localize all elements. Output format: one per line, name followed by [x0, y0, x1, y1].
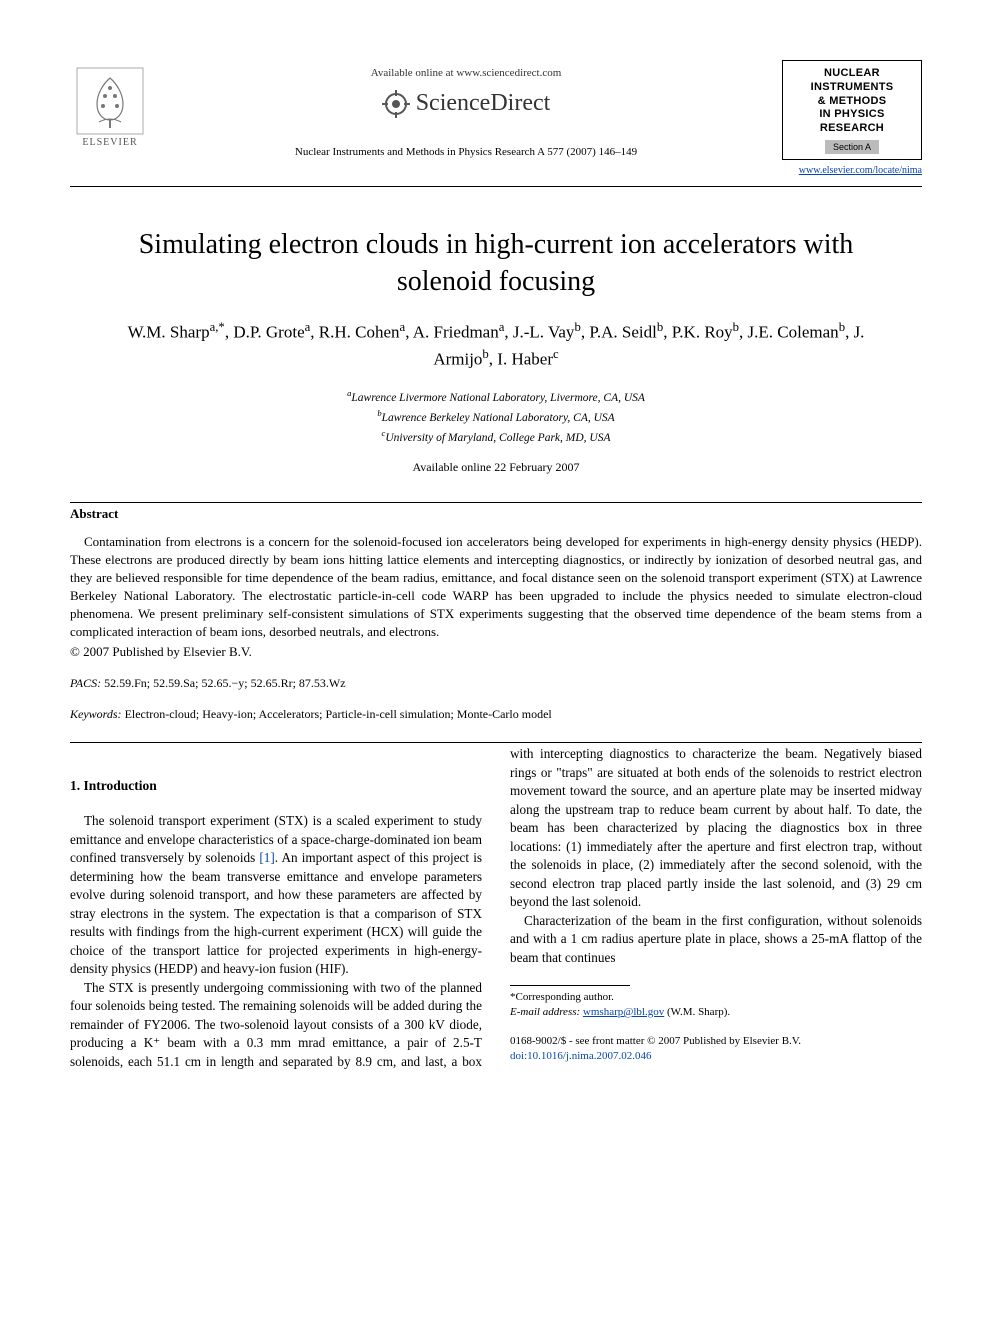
- abstract-copyright: © 2007 Published by Elsevier B.V.: [70, 643, 922, 661]
- keywords-value: Electron-cloud; Heavy-ion; Accelerators;…: [125, 707, 552, 721]
- p1-text-b: . An important aspect of this project is…: [70, 850, 482, 976]
- footnotes: *Corresponding author. E-mail address: w…: [510, 990, 922, 1020]
- article-title: Simulating electron clouds in high-curre…: [110, 227, 882, 300]
- section-1-heading: 1. Introduction: [70, 777, 482, 796]
- journal-box-line: & METHODS: [818, 95, 887, 107]
- journal-box-line: INSTRUMENTS: [811, 81, 894, 93]
- pacs-line: PACS: 52.59.Fn; 52.59.Sa; 52.65.−y; 52.6…: [70, 675, 922, 692]
- pacs-label: PACS:: [70, 676, 101, 690]
- corresponding-author-note: *Corresponding author.: [510, 990, 922, 1005]
- corresponding-email-link[interactable]: wmsharp@lbl.gov: [583, 1006, 664, 1018]
- body-paragraph-1: The solenoid transport experiment (STX) …: [70, 812, 482, 978]
- keywords-label: Keywords:: [70, 707, 122, 721]
- elsevier-label: ELSEVIER: [82, 136, 137, 150]
- email-line: E-mail address: wmsharp@lbl.gov (W.M. Sh…: [510, 1005, 922, 1020]
- journal-title-box: NUCLEAR INSTRUMENTS & METHODS IN PHYSICS…: [782, 60, 922, 160]
- author-list: W.M. Sharpa,*, D.P. Grotea, R.H. Cohena,…: [100, 318, 892, 373]
- footer-block: 0168-9002/$ - see front matter © 2007 Pu…: [510, 1034, 922, 1064]
- keywords-line: Keywords: Electron-cloud; Heavy-ion; Acc…: [70, 706, 922, 723]
- email-label: E-mail address:: [510, 1006, 580, 1018]
- journal-box-line: RESEARCH: [820, 122, 884, 134]
- journal-homepage-link[interactable]: www.elsevier.com/locate/nima: [799, 164, 922, 178]
- available-online-date: Available online 22 February 2007: [70, 459, 922, 476]
- abstract-top-rule: [70, 502, 922, 503]
- sciencedirect-icon: [382, 90, 410, 118]
- elsevier-tree-icon: [75, 66, 145, 136]
- affiliation-c: University of Maryland, College Park, MD…: [385, 432, 610, 444]
- body-paragraph-3: Characterization of the beam in the firs…: [510, 912, 922, 967]
- footnote-rule: [510, 985, 630, 986]
- abstract-bottom-rule: [70, 742, 922, 743]
- issn-line: 0168-9002/$ - see front matter © 2007 Pu…: [510, 1034, 922, 1049]
- journal-box-line: NUCLEAR: [824, 67, 880, 79]
- abstract-block: Abstract Contamination from electrons is…: [70, 505, 922, 723]
- elsevier-logo: ELSEVIER: [70, 60, 150, 150]
- available-online-text: Available online at www.sciencedirect.co…: [150, 66, 782, 81]
- page-header: ELSEVIER Available online at www.science…: [70, 60, 922, 178]
- article-body: 1. Introduction The solenoid transport e…: [70, 745, 922, 1071]
- doi-link[interactable]: doi:10.1016/j.nima.2007.02.046: [510, 1050, 651, 1062]
- citation-link-1[interactable]: [1]: [259, 850, 274, 865]
- pacs-value: 52.59.Fn; 52.59.Sa; 52.65.−y; 52.65.Rr; …: [104, 676, 345, 690]
- journal-box-section: Section A: [825, 140, 879, 155]
- sciencedirect-text: ScienceDirect: [416, 87, 551, 121]
- email-person: (W.M. Sharp).: [667, 1006, 730, 1018]
- header-rule: [70, 186, 922, 187]
- header-center: Available online at www.sciencedirect.co…: [150, 60, 782, 160]
- abstract-text: Contamination from electrons is a concer…: [70, 533, 922, 641]
- journal-box-line: IN PHYSICS: [819, 108, 884, 120]
- sciencedirect-logo: ScienceDirect: [382, 87, 551, 121]
- abstract-heading: Abstract: [70, 505, 922, 523]
- header-right: NUCLEAR INSTRUMENTS & METHODS IN PHYSICS…: [782, 60, 922, 178]
- affiliation-a: Lawrence Livermore National Laboratory, …: [351, 392, 645, 404]
- journal-reference: Nuclear Instruments and Methods in Physi…: [150, 145, 782, 160]
- affiliation-b: Lawrence Berkeley National Laboratory, C…: [382, 412, 615, 424]
- affiliations: aLawrence Livermore National Laboratory,…: [70, 387, 922, 447]
